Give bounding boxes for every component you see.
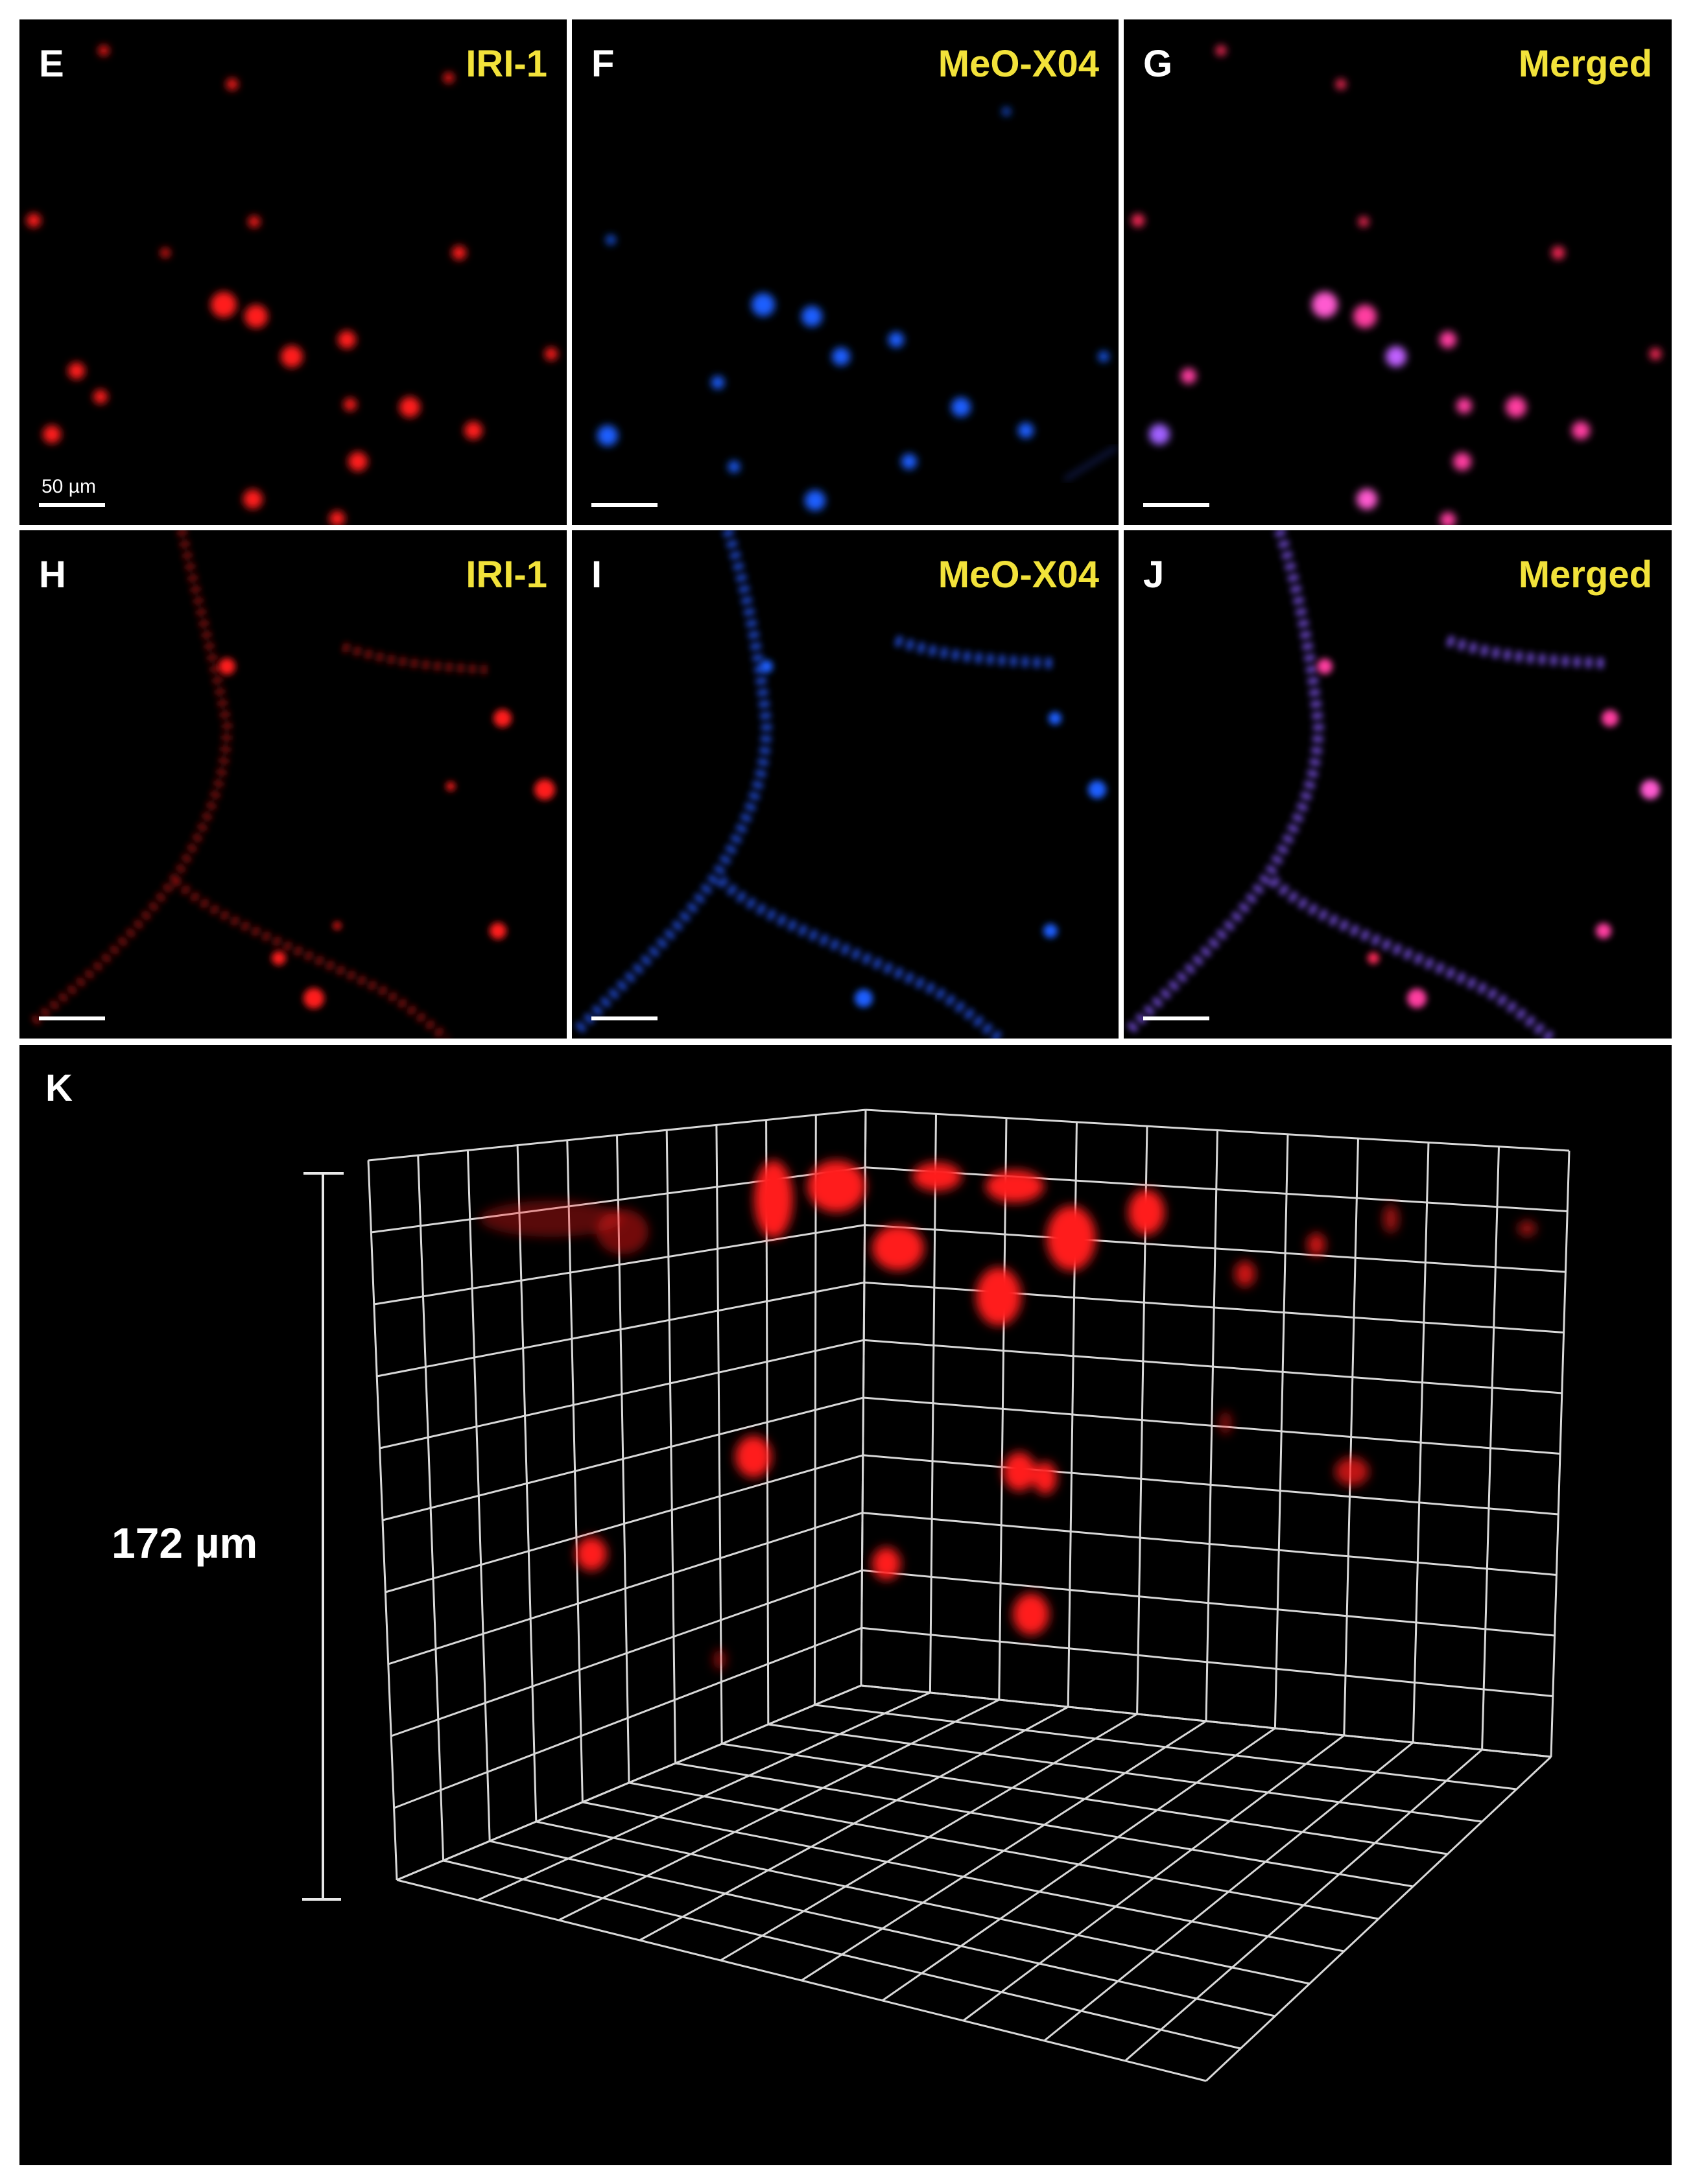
panel-j-merged: J Merged [1124,530,1672,1039]
channel-title: IRI-1 [466,43,547,85]
panel-j-image [1126,530,1660,1039]
grid-line [861,1626,1553,1697]
panel-letter: J [1143,554,1165,596]
panel-i-meo-x04: I MeO-X04 [572,530,1119,1039]
scale-bar [591,1016,658,1020]
grid-line [813,1114,817,1706]
scale-bar [1143,1016,1209,1020]
grid-line [665,1130,677,1764]
scale-bar [591,503,658,507]
grid-line [382,1396,864,1521]
grid-line [536,1820,1310,1985]
grid-line [1550,1150,1571,1757]
grid-line [962,1734,1345,2022]
panel-h-iri1: H IRI-1 [19,530,567,1039]
grid-line [1205,1755,1552,2082]
grid-line [1412,1142,1430,1743]
grid-line [881,1727,1276,2002]
channel-title: IRI-1 [466,554,547,596]
grid-line [390,1569,862,1737]
panel-i-image [575,530,1106,1039]
panel-h-image [29,530,555,1039]
panel-g-merged: G Merged [1124,19,1672,525]
grid-line [862,1454,1559,1516]
depth-scale-bar [302,1172,344,1901]
grid-line [1481,1146,1500,1750]
grid-line [443,1859,1241,2050]
depth-label: 172 µm [112,1519,258,1567]
grid-line [388,1512,863,1665]
panel-e-iri1: E IRI-1 50 µm [19,19,567,525]
grid-line [489,1840,1275,2017]
grid-line [396,1879,1207,2082]
grid-line [628,1781,1379,1920]
iri1-signal-blobs [480,1160,1536,1670]
panel-letter: F [591,43,615,85]
panel-k-3d-grid [302,1109,1571,2082]
scale-bar [39,1016,105,1020]
panel-k-3d-rendering: K [19,1045,1672,2165]
panel-f-image [597,108,1118,511]
grid-line [582,1801,1345,1953]
panel-letter: H [39,554,66,596]
grid-line [715,1125,723,1744]
grid-line [862,1569,1555,1637]
scale-bar [1143,503,1209,507]
channel-title: MeO-X04 [938,554,1099,596]
channel-title: Merged [1518,554,1652,596]
grid-line [385,1454,864,1593]
grid-line [1124,1748,1483,2062]
scale-bar-label: 50 µm [41,476,96,497]
grid-line [1343,1138,1359,1736]
panel-letter: G [1143,43,1173,85]
panel-f-meo-x04: F MeO-X04 [572,19,1119,525]
panel-letter: K [45,1067,73,1109]
panel-letter: I [591,554,602,596]
channel-title: Merged [1518,43,1652,85]
grid-line [863,1396,1561,1455]
grid-line [862,1512,1557,1576]
panel-letter: E [39,43,64,85]
grid-lines [367,1109,1571,2082]
panel-g-image [1132,45,1661,525]
grid-line [1043,1741,1414,2042]
scale-bar [39,503,105,507]
grid-line [1274,1134,1289,1729]
grid-line [394,1626,862,1809]
channel-title: MeO-X04 [938,43,1099,85]
panel-e-image [27,45,558,525]
